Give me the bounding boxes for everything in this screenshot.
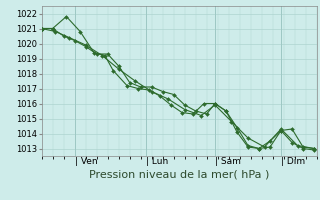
X-axis label: Pression niveau de la mer( hPa ): Pression niveau de la mer( hPa ) xyxy=(89,169,269,179)
